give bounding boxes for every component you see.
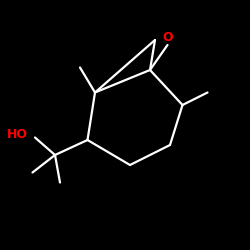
Text: HO: HO xyxy=(7,128,28,141)
Text: O: O xyxy=(162,31,173,44)
